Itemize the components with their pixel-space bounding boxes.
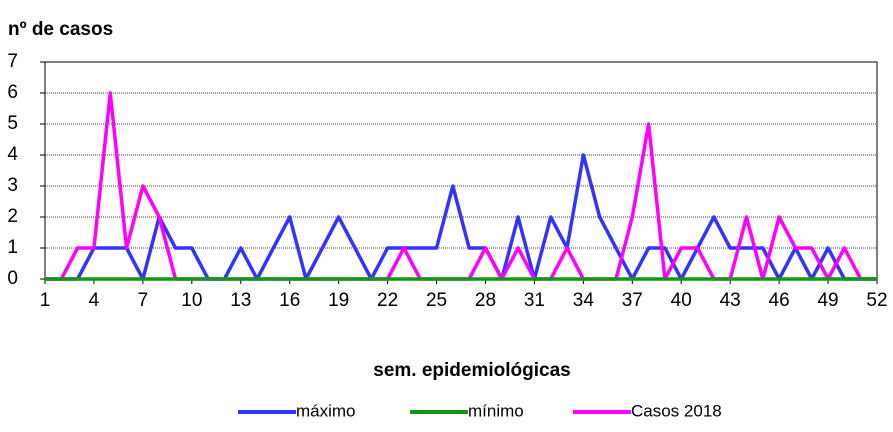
x-tick-label: 31 <box>524 290 545 311</box>
x-tick-label: 34 <box>573 290 595 311</box>
x-tick-label: 13 <box>230 290 251 311</box>
y-tick-label: 0 <box>7 268 18 289</box>
x-tick-label: 16 <box>279 290 300 311</box>
y-tick-label: 5 <box>7 113 18 134</box>
x-tick-label: 19 <box>328 290 349 311</box>
x-tick-label: 28 <box>475 290 496 311</box>
x-tick-label: 40 <box>671 290 692 311</box>
legend-label: mínimo <box>468 401 524 420</box>
x-tick-label: 1 <box>40 290 51 311</box>
x-tick-label: 4 <box>89 290 100 311</box>
y-tick-label: 7 <box>7 51 18 72</box>
legend-label: máximo <box>296 401 356 420</box>
x-tick-label: 49 <box>817 290 838 311</box>
x-tick-label: 7 <box>138 290 149 311</box>
x-tick-label: 52 <box>866 290 887 311</box>
x-tick-label: 37 <box>622 290 643 311</box>
y-tick-label: 6 <box>7 82 18 103</box>
x-tick-label: 25 <box>426 290 447 311</box>
x-tick-label: 22 <box>377 290 398 311</box>
y-tick-label: 3 <box>7 175 18 196</box>
y-tick-label: 2 <box>7 206 18 227</box>
legend-label: Casos 2018 <box>631 401 722 420</box>
chart-title: nº de casos <box>8 19 113 40</box>
x-axis-label: sem. epidemiológicas <box>373 360 570 381</box>
x-tick-label: 43 <box>720 290 741 311</box>
y-tick-label: 4 <box>7 144 18 165</box>
x-tick-label: 10 <box>181 290 202 311</box>
y-tick-label: 1 <box>7 237 18 258</box>
x-tick-label: 46 <box>769 290 790 311</box>
